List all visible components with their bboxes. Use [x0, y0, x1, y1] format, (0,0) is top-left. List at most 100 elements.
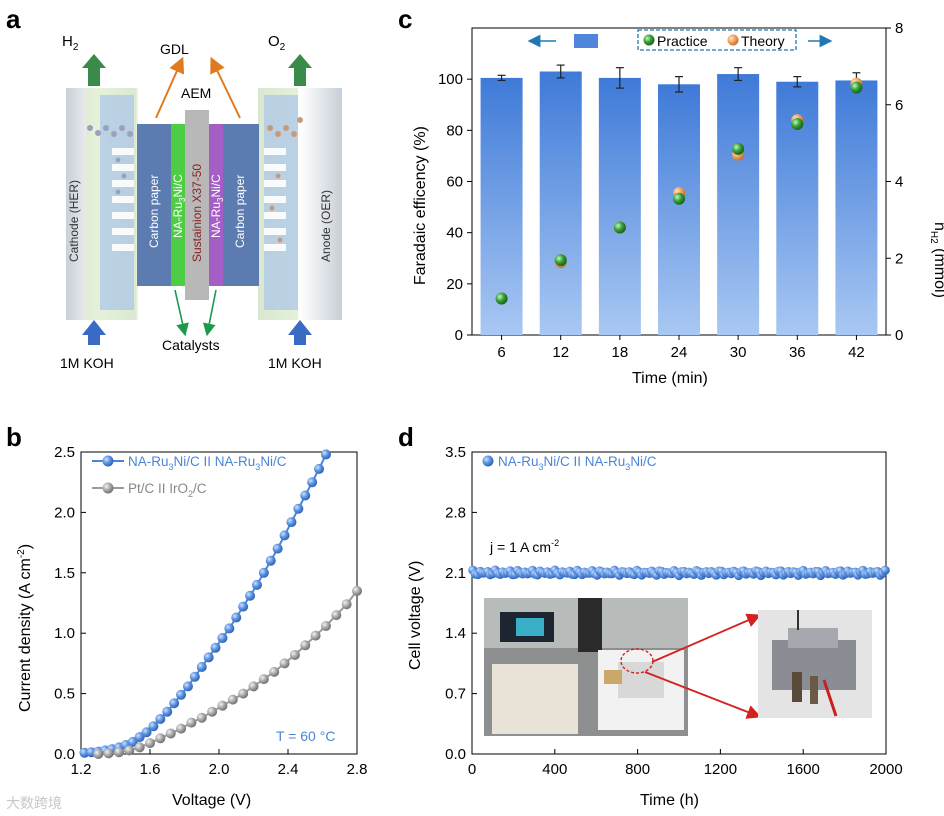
b-ytick-label: 0.5: [54, 686, 75, 703]
b-point-2: [289, 649, 300, 660]
b-xtick-label: 2.8: [347, 761, 368, 778]
h2-up-arrow: [82, 54, 106, 86]
b-xtick-label: 1.2: [71, 761, 92, 778]
b-point-2: [341, 599, 352, 610]
d-ytick-label: 3.5: [445, 444, 466, 461]
b-point-2: [124, 745, 135, 756]
b-point-2: [145, 738, 155, 749]
b-point-2: [103, 748, 114, 759]
b-ytick-label: 0.0: [54, 746, 75, 763]
carbon-paper-left-label: Carbon paper: [147, 175, 161, 248]
chart-d-frame: [471, 451, 887, 755]
carbon-paper-right-label: Carbon paper: [233, 175, 247, 248]
practice-point: [673, 192, 685, 205]
legend-practice-label: Practice: [657, 33, 708, 49]
c-ytick-label: 100: [438, 71, 463, 88]
chart-d-axes: 0 400 800 1200 1600 2000 0.0 0.7 1.4 2.1 2.8 3.5: [445, 444, 903, 778]
c-ytick-right-label: 8: [895, 20, 903, 37]
b-point-2: [269, 666, 280, 677]
c-xtick-label: 18: [612, 344, 629, 361]
legend-b-label-1: NA-Ru3Ni/C II NA-Ru3Ni/C: [128, 454, 287, 472]
b-point-2: [207, 706, 218, 717]
d-xtick-label: 400: [542, 761, 567, 778]
b-point-2: [113, 747, 124, 758]
b-point-1: [176, 689, 187, 700]
cathode-label: Cathode (HER): [67, 180, 81, 262]
c-ytick-right-label: 0: [895, 327, 903, 344]
catalyst-left-label: NA-Ru3Ni/C: [171, 174, 187, 238]
watermark: 大数跨境: [6, 795, 62, 811]
d-ytick-label: 1.4: [445, 625, 466, 642]
gdl-label: GDL: [160, 41, 189, 57]
panel-a: a Carbon paper: [6, 4, 342, 371]
b-point-1: [231, 612, 242, 623]
koh-right-arrow: [288, 320, 312, 345]
panel-b: b 1.2 1.6 2.0 2.4 2.8 0.0 0.5 1.0 1.5 2.0 2.5 NA-R…: [6, 422, 367, 809]
catalysts-label: Catalysts: [162, 337, 220, 353]
anode-channels: [264, 148, 286, 251]
c-ytick-label: 40: [446, 225, 463, 242]
gdl-arrow-right: [210, 56, 241, 119]
d-xtick-label: 1200: [704, 761, 737, 778]
chart-d-xlabel: Time (h): [640, 792, 699, 809]
b-point-1: [217, 633, 228, 644]
legend-theory-label: Theory: [741, 33, 785, 49]
catalyst-layer-right: [209, 124, 223, 286]
b-point-2: [310, 630, 321, 641]
carbon-paper-right: [223, 124, 259, 286]
c-xtick-label: 24: [671, 344, 688, 361]
b-point-1: [245, 590, 256, 601]
b-point-2: [279, 658, 290, 669]
practice-point: [791, 117, 804, 130]
b-point-2: [134, 742, 145, 753]
c-ytick-label: 20: [446, 276, 463, 293]
b-point-1: [251, 579, 262, 590]
c-xtick-label: 30: [730, 344, 747, 361]
b-point-2: [258, 674, 269, 685]
c-ytick-right-label: 6: [895, 97, 903, 114]
b-point-1: [224, 623, 235, 634]
chart-c-points: [495, 77, 863, 305]
panel-d-label: d: [398, 422, 414, 452]
b-ytick-label: 2.0: [54, 504, 75, 521]
b-point-1: [314, 463, 325, 474]
c-ytick-right-label: 4: [895, 174, 903, 191]
b-ytick-label: 1.0: [54, 625, 75, 642]
d-xtick-label: 0: [468, 761, 476, 778]
d-xtick-label: 1600: [787, 761, 820, 778]
fe-bar: [658, 84, 700, 336]
b-point-1: [148, 721, 159, 732]
d-ytick-label: 2.1: [445, 565, 466, 582]
o2-label: O2: [268, 33, 286, 53]
gdl-arrow-left: [155, 56, 185, 119]
b-point-2: [165, 728, 176, 739]
photo-setup: [484, 598, 688, 736]
aem-label: AEM: [181, 85, 211, 101]
d-ytick-label: 0.0: [445, 746, 466, 763]
b-point-1: [286, 517, 297, 528]
b-point-1: [238, 601, 249, 612]
chart-c-ylabel-right: nH2 (mmol): [928, 222, 944, 298]
chart-b-series: [79, 449, 362, 759]
b-point-2: [331, 610, 342, 621]
chart-c-bars: [480, 64, 878, 336]
catalyst-layer-left: [171, 124, 185, 286]
o2-up-arrow: [288, 54, 312, 86]
b-point-1: [162, 706, 173, 717]
fe-bar: [717, 74, 760, 336]
d-ytick-label: 0.7: [445, 686, 466, 703]
h2-label: H2: [62, 33, 79, 53]
koh-left-label: 1M KOH: [60, 355, 114, 371]
fe-bar: [598, 77, 641, 335]
legend-b-label-2: Pt/C II IrO2/C: [128, 481, 207, 499]
chart-b-axes: 1.2 1.6 2.0 2.4 2.8 0.0 0.5 1.0 1.5 2.0 2.5: [54, 444, 367, 778]
b-point-1: [300, 490, 311, 501]
legend-b-marker-1: [102, 455, 114, 467]
photo-cell: [758, 610, 872, 718]
catalyst-arrow-right: [202, 289, 217, 337]
b-point-2: [186, 717, 197, 728]
koh-left-arrow: [82, 320, 106, 345]
c-xtick-label: 36: [789, 344, 806, 361]
b-point-2: [320, 620, 331, 631]
